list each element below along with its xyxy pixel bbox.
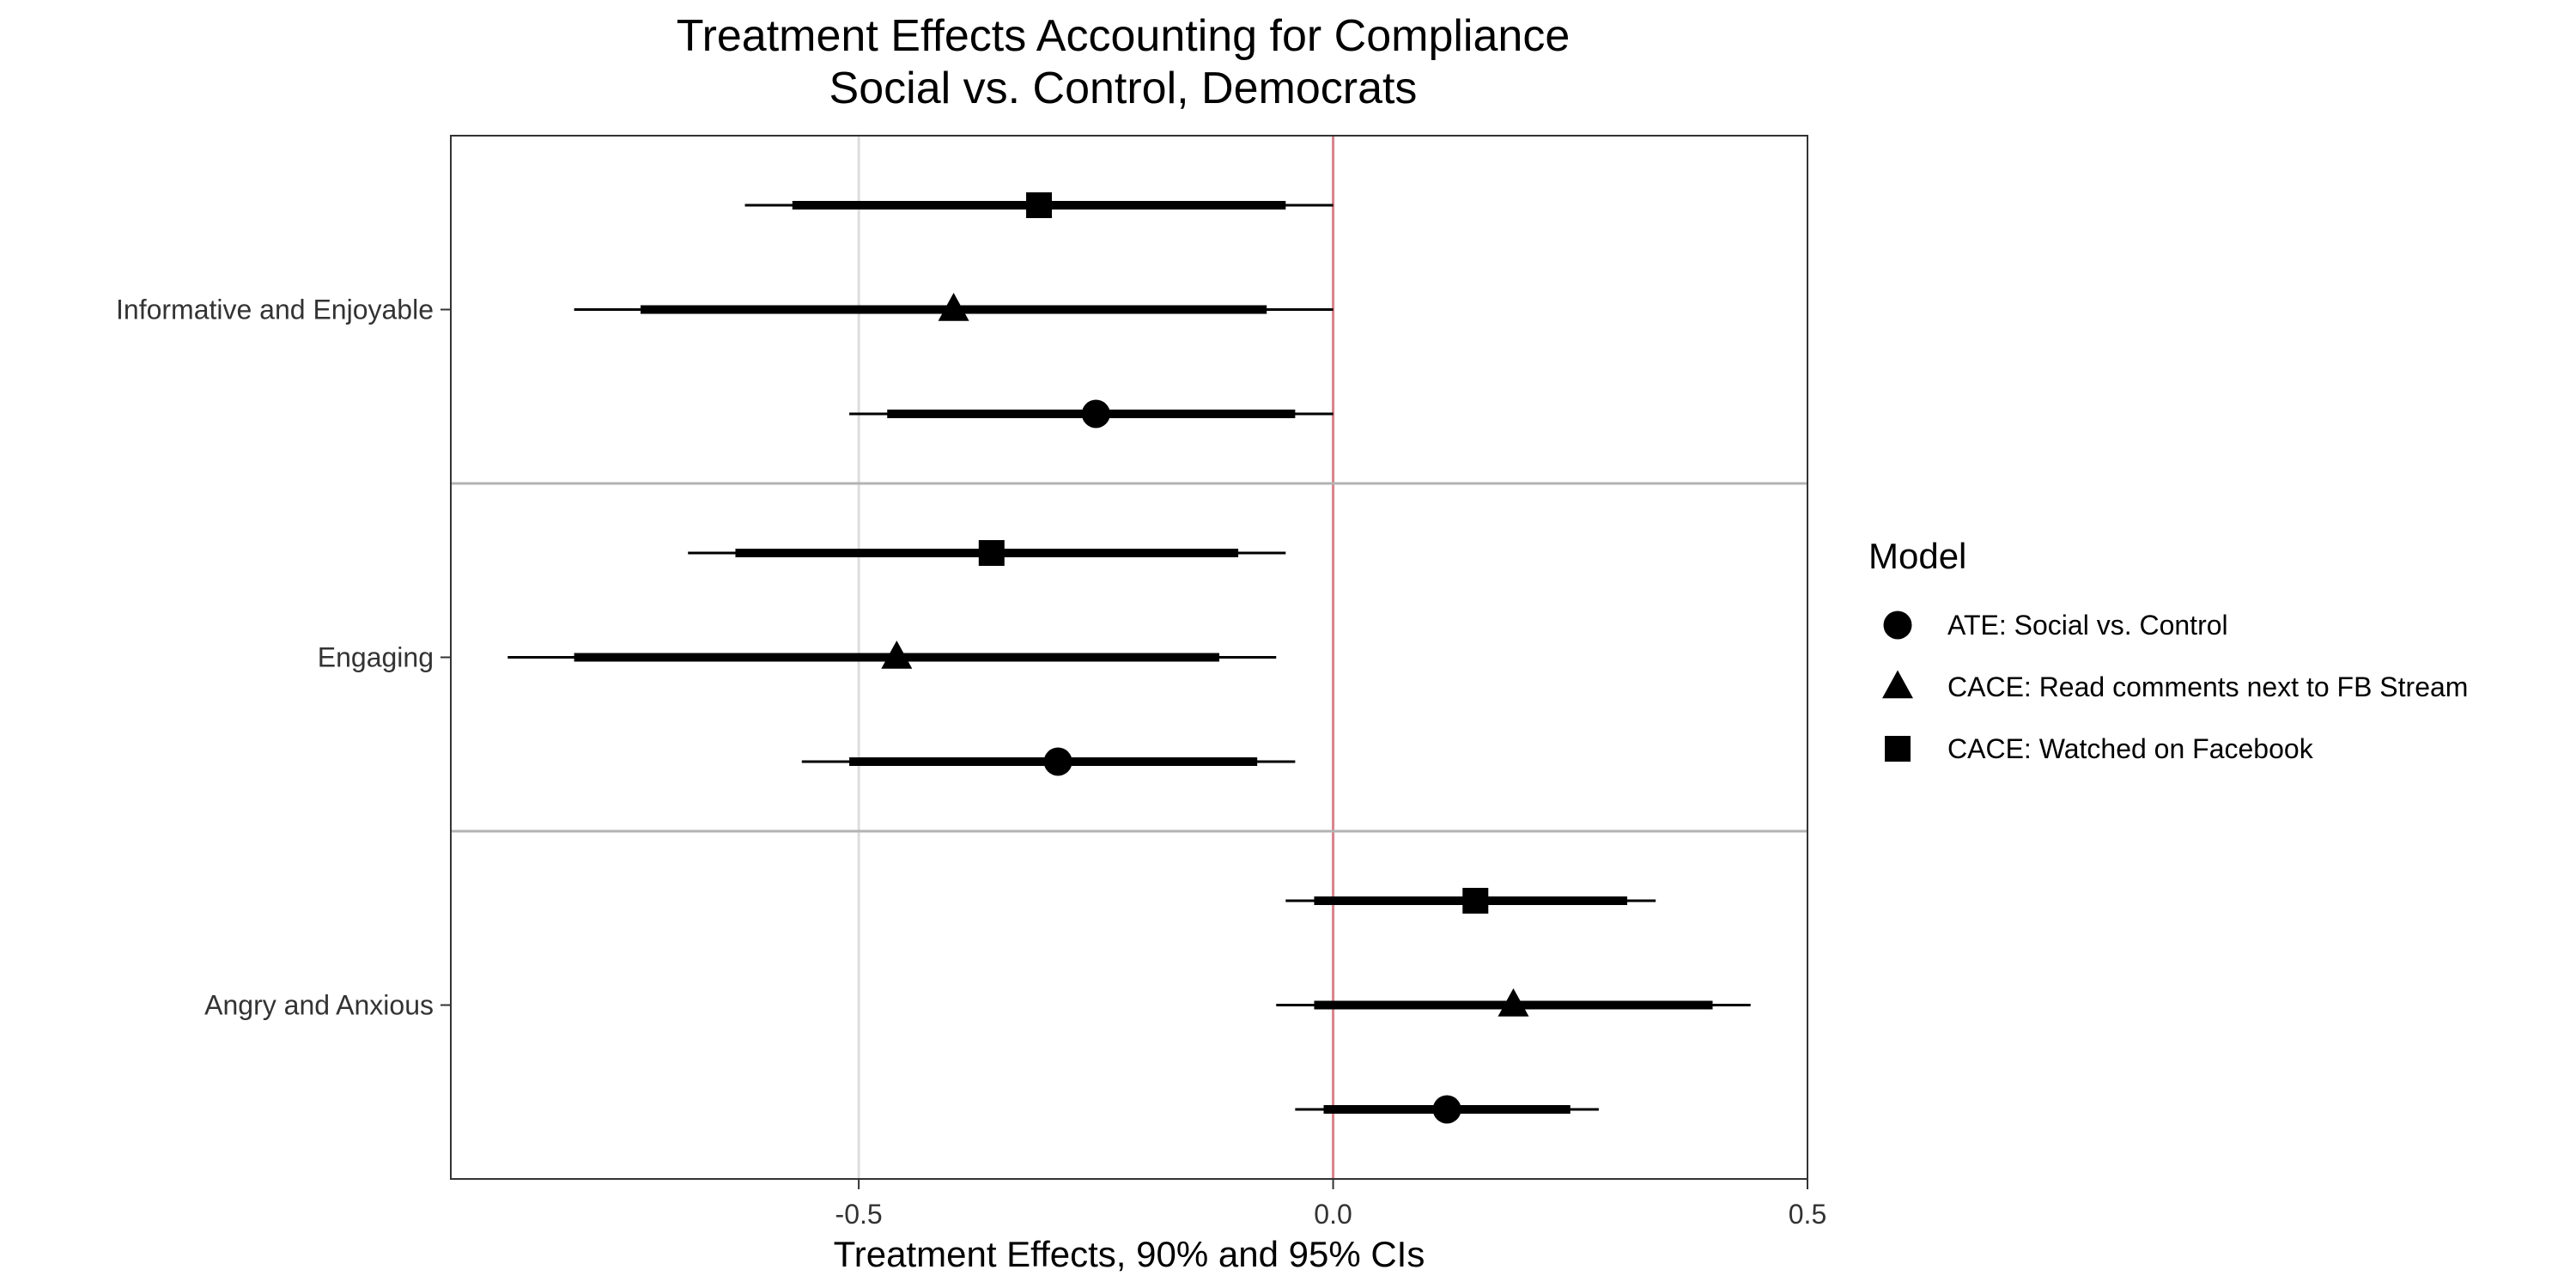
legend-title: Model (1868, 536, 1966, 576)
estimate-group (507, 640, 1277, 669)
y-tick-label: Angry and Anxious (204, 990, 434, 1021)
estimate-group (744, 192, 1334, 218)
estimate-group (849, 399, 1334, 428)
chart-subtitle: Social vs. Control, Democrats (829, 64, 1418, 113)
chart-title-group: Treatment Effects Accounting for Complia… (677, 11, 1571, 113)
x-axis: -0.5 0.0 0.5 (835, 1179, 1826, 1230)
estimate-group (1276, 987, 1751, 1017)
legend-entries: ATE: Social vs. Control CACE: Read commen… (1882, 610, 2468, 764)
legend-key-circle (1883, 611, 1912, 640)
estimate-group (1285, 888, 1656, 914)
point-estimate-square (978, 540, 1005, 566)
legend-key-triangle (1882, 670, 1913, 699)
legend: Model ATE: Social vs. Control CACE: Read … (1868, 536, 2468, 764)
x-axis-label: Treatment Effects, 90% and 95% CIs (834, 1234, 1425, 1274)
chart-title: Treatment Effects Accounting for Complia… (677, 11, 1571, 61)
legend-entry: CACE: Watched on Facebook (1885, 733, 2314, 764)
panel-separators (451, 482, 1807, 833)
estimate-group (801, 747, 1296, 776)
chart-marks (507, 192, 1751, 1124)
legend-label: CACE: Watched on Facebook (1947, 733, 2314, 764)
estimate-group (688, 540, 1286, 566)
point-estimate-circle (1432, 1095, 1461, 1124)
legend-entry: ATE: Social vs. Control (1883, 610, 2228, 641)
estimate-group (574, 292, 1334, 321)
point-estimate-square (1026, 192, 1053, 218)
point-estimate-triangle (881, 640, 913, 669)
y-tick-label: Engaging (318, 642, 434, 673)
point-estimate-circle (1081, 399, 1110, 428)
x-tick-label: -0.5 (835, 1199, 883, 1230)
legend-key-square (1885, 736, 1911, 762)
legend-label: ATE: Social vs. Control (1947, 610, 2228, 641)
point-estimate-circle (1043, 747, 1072, 776)
y-tick-label: Informative and Enjoyable (116, 295, 434, 325)
x-tick-label: 0.5 (1789, 1199, 1826, 1230)
legend-label: CACE: Read comments next to FB Stream (1947, 671, 2468, 702)
y-axis: Informative and Enjoyable Engaging Angry a… (116, 295, 451, 1021)
point-estimate-square (1462, 888, 1489, 914)
estimate-group (1295, 1095, 1599, 1124)
x-tick-label: 0.0 (1314, 1199, 1352, 1230)
point-estimate-triangle (938, 292, 969, 321)
point-estimate-triangle (1498, 987, 1529, 1017)
legend-entry: CACE: Read comments next to FB Stream (1882, 670, 2468, 702)
